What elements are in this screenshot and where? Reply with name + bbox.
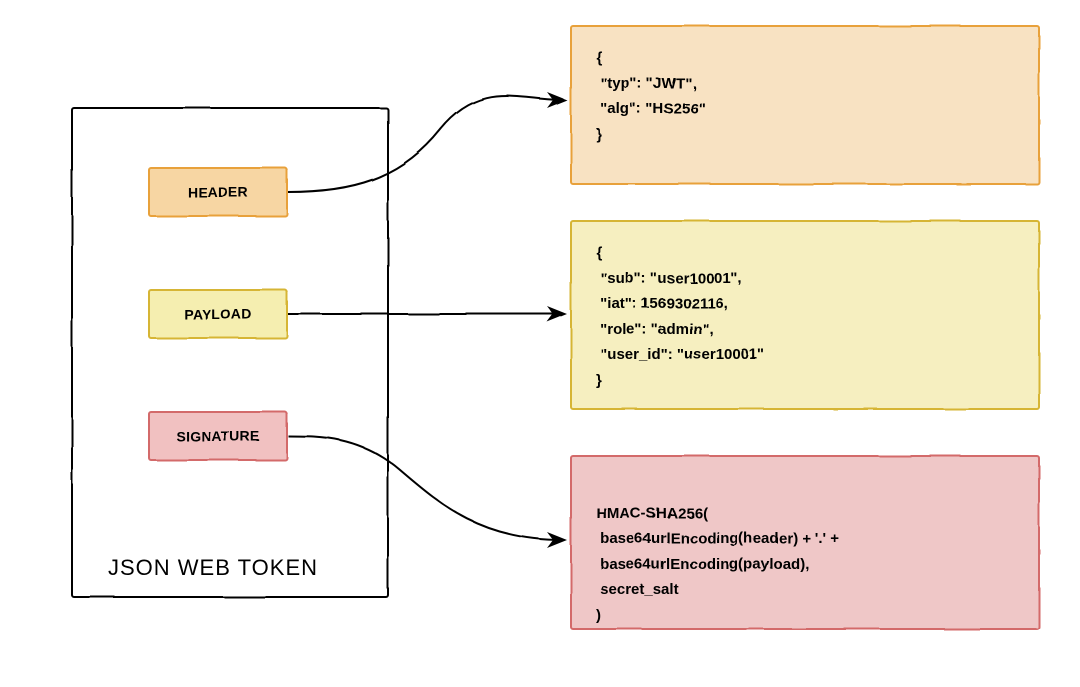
signature-label-text: SIGNATURE bbox=[176, 428, 260, 444]
header-label-box: HEADER bbox=[148, 167, 288, 217]
payload-code-box: { "sub": "user10001", "iat": 1569302116,… bbox=[570, 220, 1040, 410]
payload-label-box: PAYLOAD bbox=[148, 289, 288, 339]
payload-label-text: PAYLOAD bbox=[184, 306, 252, 322]
header-code-box: { "typ": "JWT", "alg": "HS256" } bbox=[570, 25, 1040, 185]
diagram-title: JSON WEB TOKEN bbox=[108, 555, 318, 581]
signature-label-box: SIGNATURE bbox=[148, 411, 288, 461]
header-label-text: HEADER bbox=[188, 184, 249, 200]
signature-code-box: HMAC-SHA256( base64urlEncoding(header) +… bbox=[570, 455, 1040, 630]
